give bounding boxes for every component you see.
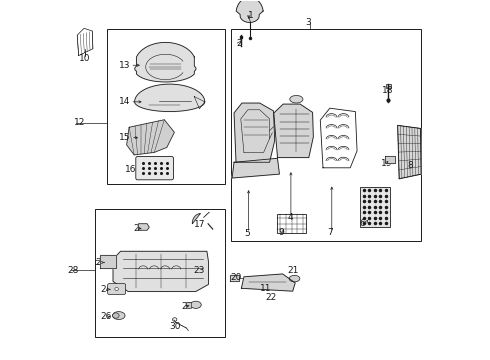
Polygon shape xyxy=(236,0,263,22)
Polygon shape xyxy=(100,255,116,268)
Bar xyxy=(95,209,225,337)
Text: 20: 20 xyxy=(230,273,241,282)
Text: 2: 2 xyxy=(236,39,242,48)
Bar xyxy=(277,215,306,233)
Ellipse shape xyxy=(289,275,300,282)
Polygon shape xyxy=(192,214,200,224)
Text: 27: 27 xyxy=(181,302,193,311)
Text: 1: 1 xyxy=(248,10,254,19)
Text: 29: 29 xyxy=(133,224,145,233)
Polygon shape xyxy=(126,120,174,155)
Text: 23: 23 xyxy=(193,266,204,275)
Text: 8: 8 xyxy=(407,161,413,170)
Bar xyxy=(231,30,421,241)
Text: 26: 26 xyxy=(101,312,112,321)
Bar xyxy=(107,30,225,184)
Text: 17: 17 xyxy=(194,220,206,229)
Text: 15: 15 xyxy=(119,133,130,142)
Text: 5: 5 xyxy=(245,229,250,238)
Text: 9: 9 xyxy=(278,228,284,237)
Text: 12: 12 xyxy=(74,118,85,127)
Text: 19: 19 xyxy=(381,159,392,168)
Polygon shape xyxy=(135,84,205,112)
Text: 30: 30 xyxy=(170,322,181,331)
Polygon shape xyxy=(230,275,239,282)
Text: 6: 6 xyxy=(360,219,366,228)
Ellipse shape xyxy=(115,288,119,291)
Ellipse shape xyxy=(191,301,201,309)
Polygon shape xyxy=(113,251,208,292)
Polygon shape xyxy=(135,42,196,82)
Text: 10: 10 xyxy=(79,54,91,63)
Bar xyxy=(386,84,391,88)
FancyBboxPatch shape xyxy=(136,157,173,180)
Ellipse shape xyxy=(113,313,119,318)
Ellipse shape xyxy=(290,95,303,103)
Text: 4: 4 xyxy=(288,213,294,222)
Text: 18: 18 xyxy=(382,86,393,95)
Polygon shape xyxy=(232,158,279,178)
Text: 11: 11 xyxy=(260,284,272,293)
Text: 14: 14 xyxy=(119,96,130,105)
Bar xyxy=(360,187,390,226)
Polygon shape xyxy=(274,104,313,158)
Text: 13: 13 xyxy=(119,61,130,70)
Polygon shape xyxy=(139,224,149,230)
Text: 7: 7 xyxy=(327,228,333,237)
Polygon shape xyxy=(234,103,275,162)
Text: 24: 24 xyxy=(101,285,112,294)
Text: 21: 21 xyxy=(287,266,299,275)
Polygon shape xyxy=(242,274,295,291)
Ellipse shape xyxy=(113,312,125,319)
Text: 28: 28 xyxy=(68,266,79,275)
Text: 3: 3 xyxy=(305,18,311,27)
Text: 16: 16 xyxy=(125,165,136,174)
FancyBboxPatch shape xyxy=(108,284,125,294)
Text: 25: 25 xyxy=(95,258,106,267)
Text: 22: 22 xyxy=(266,293,277,302)
Polygon shape xyxy=(385,156,394,163)
Bar xyxy=(186,302,191,308)
Polygon shape xyxy=(398,125,421,179)
